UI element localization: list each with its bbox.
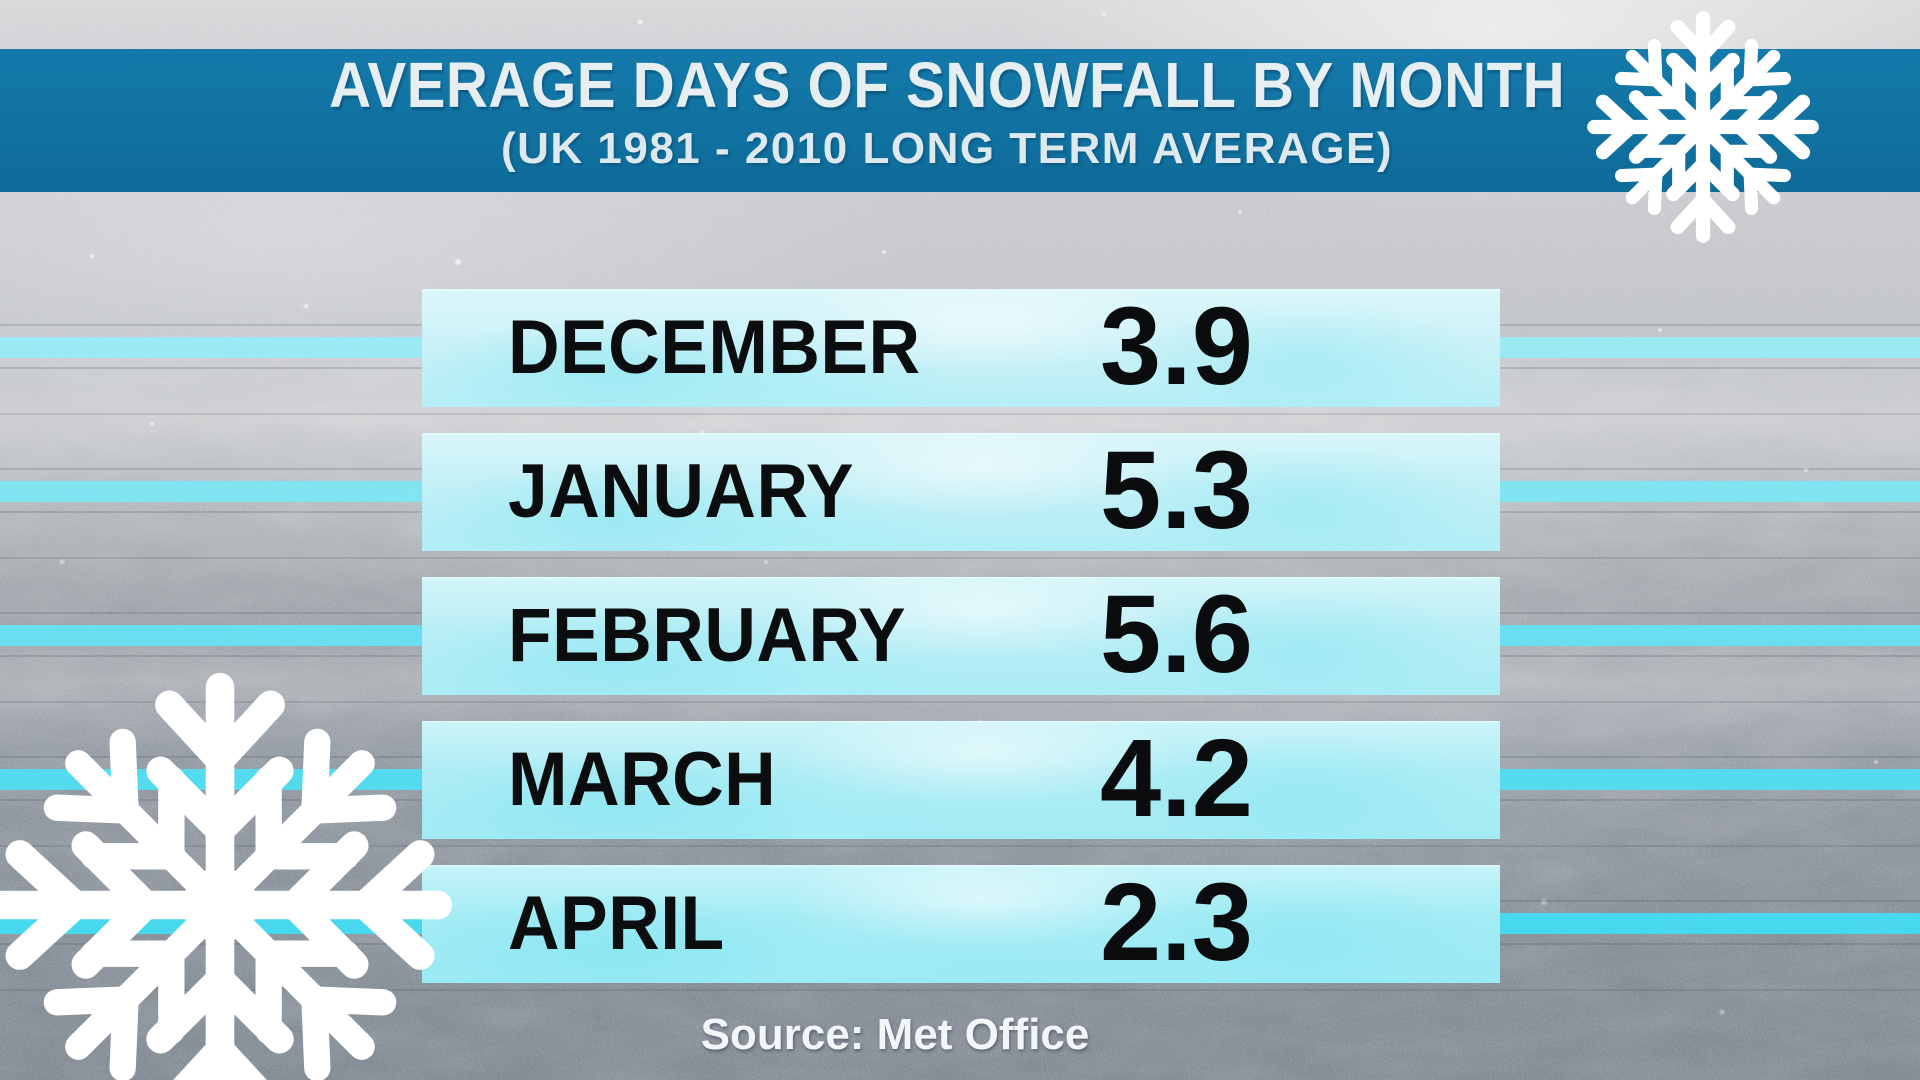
month-label: DECEMBER <box>508 305 921 390</box>
page-title: AVERAGE DAYS OF SNOWFALL BY MONTH <box>328 49 1566 121</box>
table-row: APRIL 2.3 <box>0 860 1920 991</box>
month-label: JANUARY <box>508 449 854 534</box>
month-label: MARCH <box>508 737 777 822</box>
table-row: FEBRUARY 5.6 <box>0 572 1920 703</box>
page-subtitle: (UK 1981 - 2010 LONG TERM AVERAGE) <box>500 124 1394 173</box>
snowfall-value: 4.2 <box>1100 716 1253 840</box>
month-label: APRIL <box>508 881 725 966</box>
snowfall-value: 2.3 <box>1100 860 1253 984</box>
table-row: JANUARY 5.3 <box>0 428 1920 559</box>
snowfall-value: 5.6 <box>1100 572 1253 696</box>
month-label: FEBRUARY <box>508 593 907 678</box>
source-credit: Source: Met Office <box>700 1010 1090 1059</box>
snowfall-value: 5.3 <box>1100 428 1253 552</box>
header-band: AVERAGE DAYS OF SNOWFALL BY MONTH (UK 19… <box>0 49 1920 192</box>
snowfall-value: 3.9 <box>1100 284 1253 408</box>
table-row: MARCH 4.2 <box>0 716 1920 847</box>
table-row: DECEMBER 3.9 <box>0 284 1920 415</box>
